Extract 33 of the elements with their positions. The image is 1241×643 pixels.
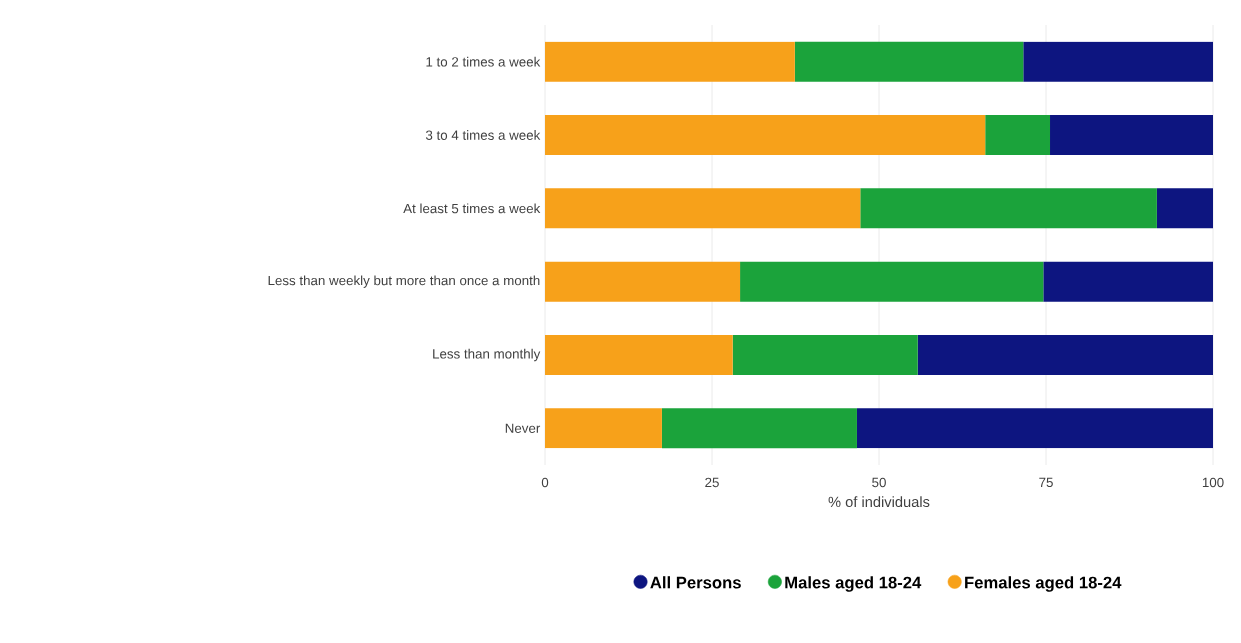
y-tick-label: Less than weekly but more than once a month	[268, 275, 540, 288]
x-tick-label: 0	[541, 477, 549, 488]
bar	[740, 261, 1044, 302]
bar	[1156, 188, 1214, 229]
x-tick-label: 50	[872, 477, 886, 488]
bar	[917, 335, 1214, 376]
y-tick-label: 1 to 2 times a week	[426, 56, 541, 67]
bar	[545, 408, 662, 449]
bar	[545, 261, 741, 302]
y-tick-label: Less than monthly	[433, 348, 541, 362]
bar	[856, 408, 1214, 449]
bar	[545, 115, 986, 156]
y-tick-label: 3 to 4 times a week	[425, 130, 541, 140]
bar	[545, 41, 795, 82]
legend-label: Males aged 18-24	[785, 576, 922, 592]
y-tick-label: At least 5 times a week	[403, 203, 541, 214]
bar	[1050, 115, 1214, 156]
x-tick-label: 25	[705, 477, 719, 488]
bar	[545, 188, 861, 229]
bar	[985, 115, 1051, 156]
legend-label: All Persons	[650, 576, 741, 589]
y-tick-label: Never	[505, 423, 541, 433]
bar	[545, 335, 733, 376]
bar	[794, 41, 1024, 82]
x-axis-title: % of individuals	[828, 496, 930, 508]
legend-label: Females aged 18-24	[965, 576, 1122, 592]
bar	[661, 408, 857, 449]
x-tick-label: 75	[1039, 477, 1053, 488]
x-tick-label: 100	[1202, 477, 1224, 488]
bar	[1043, 261, 1214, 302]
bar	[732, 335, 918, 376]
bar	[860, 188, 1157, 229]
bar	[1023, 41, 1214, 82]
